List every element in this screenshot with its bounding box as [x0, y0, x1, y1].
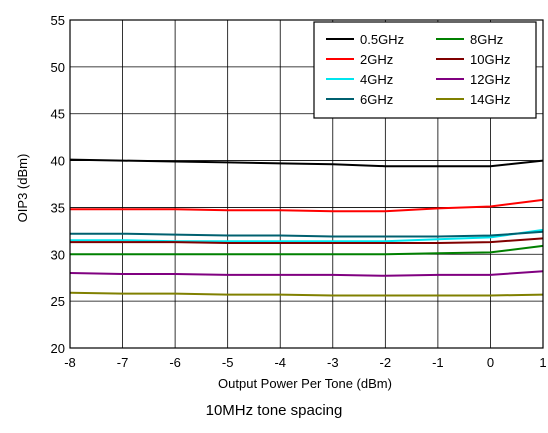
- y-tick-label: 35: [51, 200, 65, 215]
- y-tick-label: 20: [51, 341, 65, 356]
- x-tick-label: 0: [487, 355, 494, 370]
- x-tick-label: -2: [380, 355, 392, 370]
- legend-label: 10GHz: [470, 52, 510, 67]
- x-tick-labels: -8 -7 -6 -5 -4 -3 -2 -1 0 1: [64, 355, 546, 370]
- x-tick-label: -5: [222, 355, 234, 370]
- y-tick-label: 45: [51, 107, 65, 122]
- series-line-6ghz: [70, 230, 544, 238]
- legend-label: 4GHz: [360, 72, 393, 87]
- x-tick-label: -1: [432, 355, 444, 370]
- y-tick-label: 30: [51, 247, 65, 262]
- x-tick-label: -6: [169, 355, 181, 370]
- x-tick-label: -7: [117, 355, 129, 370]
- plot-frame: [69, 19, 544, 349]
- series-line-2ghz: [70, 198, 544, 213]
- oip3-chart: -8 -7 -6 -5 -4 -3 -2 -1 0 1 20 25 30 35 40 45 50 55 Outp…: [15, 13, 547, 391]
- legend-label: 6GHz: [360, 92, 393, 107]
- legend-box: [313, 21, 537, 119]
- legend-label: 0.5GHz: [360, 32, 404, 47]
- x-tick-label: -3: [327, 355, 339, 370]
- y-axis-title: OIP3 (dBm): [15, 154, 30, 223]
- legend: 0.5GHz 2GHz 4GHz 6GHz 8GHz 10GHz 12GHz 14GHz: [313, 21, 537, 119]
- series-line-10ghz: [70, 237, 544, 244]
- series-line-8ghz: [70, 244, 544, 256]
- series-line-12ghz: [69, 270, 544, 277]
- series-line-14ghz: [69, 291, 544, 297]
- x-tick-label: -4: [274, 355, 286, 370]
- series-line-0-5ghz: [69, 158, 544, 168]
- legend-label: 12GHz: [470, 72, 510, 87]
- y-tick-label: 55: [51, 13, 65, 28]
- legend-label: 14GHz: [470, 92, 510, 107]
- x-tick-label: -8: [64, 355, 76, 370]
- y-tick-label: 50: [51, 60, 65, 75]
- y-tick-label: 25: [51, 294, 65, 309]
- x-axis-title: Output Power Per Tone (dBm): [218, 376, 392, 391]
- legend-label: 8GHz: [470, 32, 503, 47]
- series-lines: [69, 158, 544, 297]
- x-tick-label: 1: [539, 355, 546, 370]
- legend-label: 2GHz: [360, 52, 393, 67]
- y-tick-label: 40: [51, 154, 65, 169]
- series-line-4ghz: [70, 228, 544, 243]
- plot-border: [69, 19, 544, 349]
- caption: 10MHz tone spacing: [205, 402, 343, 419]
- y-tick-labels: 20 25 30 35 40 45 50 55: [51, 13, 65, 356]
